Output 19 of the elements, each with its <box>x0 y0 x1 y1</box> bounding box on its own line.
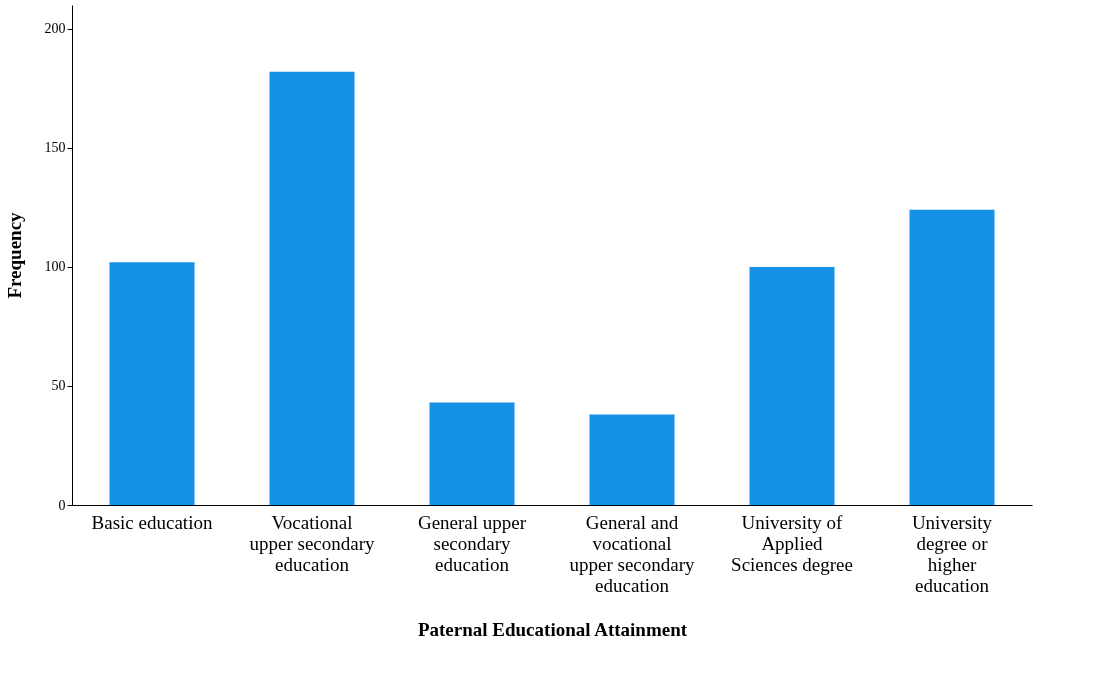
x-tick-label: Basic education <box>91 511 213 533</box>
bar <box>909 209 995 505</box>
x-tick-label: Vocational upper secondary education <box>249 511 376 575</box>
bar <box>269 71 355 505</box>
x-axis-title: Paternal Educational Attainment <box>417 618 688 640</box>
x-tick-label: University degree or higher education <box>911 511 993 596</box>
y-tick-label: 200 <box>44 21 66 37</box>
bar <box>749 266 835 505</box>
bar <box>429 402 515 505</box>
y-tick-label: 50 <box>51 378 66 394</box>
x-tick-label: General and vocational upper secondary education <box>569 511 696 596</box>
y-axis-title: Frequency <box>3 211 25 299</box>
x-tick-label: University of Applied Sciences degree <box>731 511 853 575</box>
bar <box>589 414 675 505</box>
x-tick-label: General upper secondary education <box>417 511 527 575</box>
y-tick-label: 0 <box>58 497 66 513</box>
bar <box>109 262 195 505</box>
y-tick-label: 100 <box>44 259 66 275</box>
y-tick-label: 150 <box>44 140 66 156</box>
